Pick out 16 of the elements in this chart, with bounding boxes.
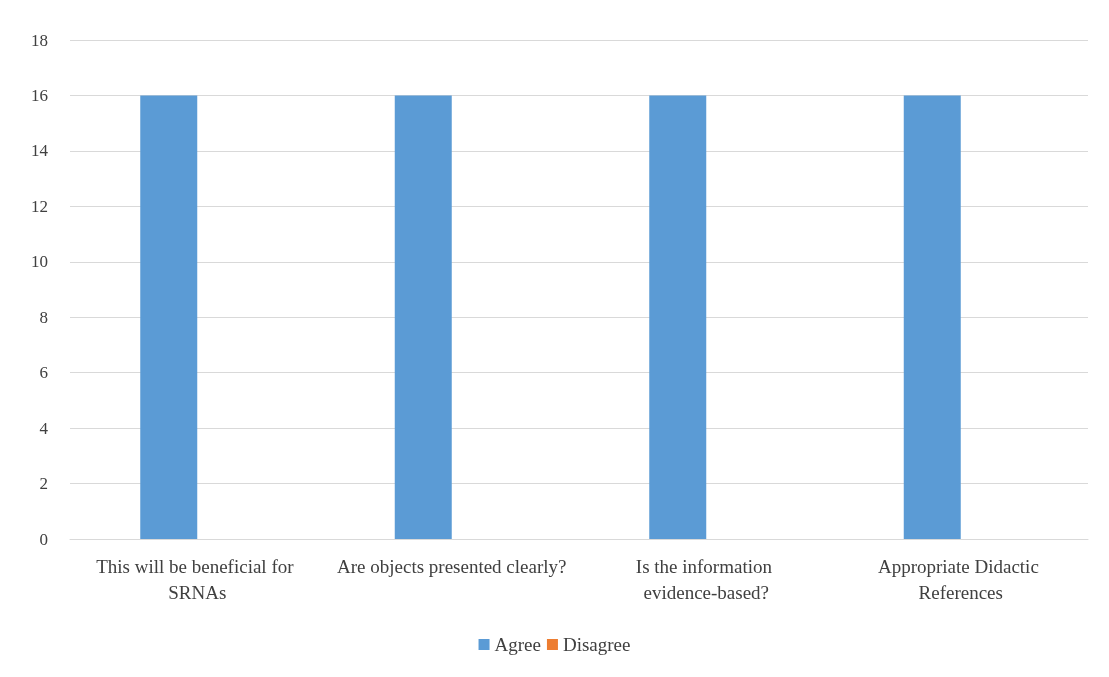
y-tick-label: 8 xyxy=(39,307,48,327)
x-tick-label: Are objects presented clearly? xyxy=(337,555,567,577)
x-tick-label: Appropriate Didactic References xyxy=(877,555,1044,603)
x-tick-label: This will be beneficial for SRNAs xyxy=(96,555,299,603)
legend-label: Agree xyxy=(494,634,541,655)
y-tick-label: 0 xyxy=(39,529,48,549)
y-tick-label: 16 xyxy=(31,85,48,105)
legend-label: Disagree xyxy=(562,634,631,655)
y-tick-label: 18 xyxy=(31,30,48,50)
y-tick-label: 12 xyxy=(31,196,48,216)
x-tick-label: Is the information evidence-based? xyxy=(635,555,777,603)
y-tick-label: 2 xyxy=(39,474,48,494)
y-tick-label: 6 xyxy=(39,363,48,383)
y-tick-label: 14 xyxy=(31,141,49,161)
y-tick-label: 4 xyxy=(39,418,49,438)
y-tick-label: 10 xyxy=(31,252,48,272)
